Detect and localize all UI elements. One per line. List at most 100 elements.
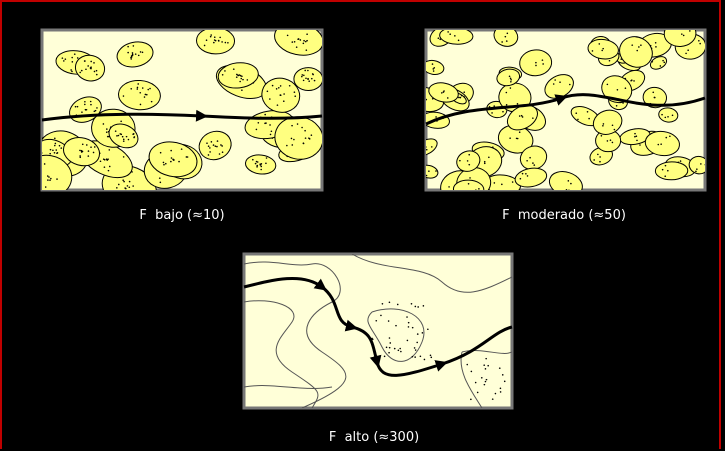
dot: [116, 135, 118, 137]
dot: [300, 39, 302, 41]
dot: [269, 124, 271, 126]
dot: [411, 303, 413, 305]
dot: [28, 178, 30, 180]
dot: [269, 98, 271, 100]
dot: [636, 50, 638, 52]
dot: [52, 150, 54, 152]
dot: [306, 49, 308, 51]
dot: [96, 74, 98, 76]
dot: [569, 191, 571, 193]
dot: [163, 162, 165, 164]
dot: [60, 147, 62, 149]
dot: [48, 176, 50, 178]
dot: [261, 163, 263, 165]
dot: [301, 76, 303, 78]
dot: [601, 135, 603, 137]
dot: [147, 89, 149, 91]
dot: [420, 355, 422, 357]
dot: [79, 72, 81, 74]
dot: [505, 36, 507, 38]
dot: [257, 161, 259, 163]
dot: [120, 120, 122, 122]
dot: [397, 304, 399, 306]
dot: [519, 131, 521, 133]
dot: [266, 157, 268, 159]
dot: [163, 164, 165, 166]
dot: [217, 140, 219, 142]
dot: [587, 111, 589, 113]
dot: [221, 41, 223, 43]
dot: [118, 184, 120, 186]
dot: [236, 76, 238, 78]
dot: [122, 179, 124, 181]
dot: [85, 109, 87, 111]
dot: [104, 159, 106, 161]
dot: [93, 62, 95, 64]
dot: [138, 55, 140, 57]
dot: [607, 140, 609, 142]
dot: [170, 161, 172, 163]
dot: [441, 92, 443, 94]
dot: [204, 45, 206, 47]
dot: [475, 382, 477, 384]
dot: [79, 155, 81, 157]
dot: [592, 50, 594, 52]
dot: [165, 163, 167, 165]
dot: [406, 316, 408, 318]
dot: [28, 176, 30, 178]
dot: [660, 65, 662, 67]
dot: [106, 158, 108, 160]
dot: [213, 42, 215, 44]
dot: [699, 43, 701, 45]
dot: [87, 65, 89, 67]
dot: [71, 71, 73, 73]
dot: [303, 40, 305, 42]
dot: [447, 31, 449, 33]
dot: [132, 53, 134, 55]
dot: [686, 25, 688, 27]
dot: [308, 137, 310, 139]
dot: [130, 88, 132, 90]
dot: [526, 160, 528, 162]
dot: [501, 41, 503, 43]
dot: [279, 94, 281, 96]
dot: [468, 154, 470, 156]
dot: [529, 157, 531, 159]
dot: [502, 374, 504, 376]
dot: [160, 152, 162, 154]
dot: [569, 84, 571, 86]
dot: [510, 78, 512, 80]
dot: [426, 175, 428, 177]
dot: [77, 57, 79, 59]
dot: [294, 91, 296, 93]
dot: [242, 79, 244, 81]
dot: [485, 368, 487, 370]
dot: [500, 387, 502, 389]
dot: [256, 166, 258, 168]
dot: [415, 306, 417, 308]
dot: [311, 134, 313, 136]
dot: [520, 178, 522, 180]
dot: [37, 176, 39, 178]
dot: [96, 107, 98, 109]
dot: [149, 88, 151, 90]
dot: [506, 104, 508, 106]
dot: [532, 117, 534, 119]
dot: [542, 59, 544, 61]
dot: [414, 356, 416, 358]
dot: [82, 143, 84, 145]
dot: [633, 80, 635, 82]
dot: [456, 196, 458, 198]
dot: [389, 347, 391, 349]
dot: [593, 159, 595, 161]
dot: [657, 144, 659, 146]
dot: [106, 131, 108, 133]
dot: [510, 79, 512, 81]
dot: [501, 184, 503, 186]
dot: [133, 45, 135, 47]
dot: [125, 196, 127, 198]
dot: [56, 152, 58, 154]
dot: [137, 87, 139, 89]
dot: [260, 169, 262, 171]
dot: [131, 55, 133, 57]
